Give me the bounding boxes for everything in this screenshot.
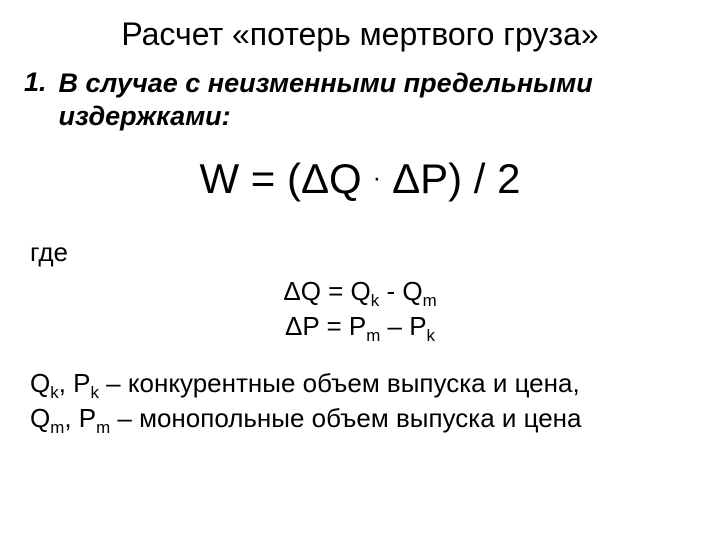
expl1-bs: k bbox=[90, 383, 98, 402]
explanation-1: Qk, Pk – конкурентные объем выпуска и це… bbox=[30, 366, 690, 401]
def-dp-pre: ΔP = P bbox=[285, 311, 366, 341]
def-dq-pre: ΔQ = Q bbox=[283, 276, 370, 306]
list-item-1: 1. В случае с неизменными предельными из… bbox=[30, 67, 690, 133]
expl2-bs: m bbox=[96, 418, 110, 437]
page-title: Расчет «потерь мертвого груза» bbox=[30, 16, 690, 53]
def-dq-mid: - Q bbox=[379, 276, 422, 306]
def-dq: ΔQ = Qk - Qm bbox=[30, 274, 690, 309]
def-dq-sub1: k bbox=[371, 291, 379, 310]
main-formula: W = (ΔQ . ΔP) / 2 bbox=[30, 155, 690, 203]
formula-close: ) / 2 bbox=[448, 155, 520, 202]
explanation-2: Qm, Pm – монопольные объем выпуска и цен… bbox=[30, 401, 690, 436]
formula-W: W bbox=[199, 155, 239, 202]
list-text: В случае с неизменными предельными издер… bbox=[59, 67, 690, 133]
def-dp: ΔP = Pm – Pk bbox=[30, 309, 690, 344]
definitions: ΔQ = Qk - Qm ΔP = Pm – Pk bbox=[30, 274, 690, 344]
def-dq-sub2: m bbox=[423, 291, 437, 310]
expl1-b: , P bbox=[59, 368, 91, 398]
formula-eq: = ( bbox=[239, 155, 301, 202]
formula-dP: ΔP bbox=[380, 155, 448, 202]
expl2-b: , P bbox=[64, 403, 96, 433]
formula-dQ: ΔQ bbox=[301, 155, 373, 202]
expl2-a: Q bbox=[30, 403, 50, 433]
where-label: где bbox=[30, 235, 690, 270]
expl2-rest: – монопольные объем выпуска и цена bbox=[110, 403, 581, 433]
where-block: где ΔQ = Qk - Qm ΔP = Pm – Pk Qk, Pk – к… bbox=[30, 235, 690, 436]
expl1-a: Q bbox=[30, 368, 50, 398]
expl1-as: k bbox=[50, 383, 58, 402]
def-dp-mid: – P bbox=[380, 311, 426, 341]
def-dp-sub1: m bbox=[366, 326, 380, 345]
expl1-rest: – конкурентные объем выпуска и цена, bbox=[99, 368, 580, 398]
list-number: 1. bbox=[24, 67, 47, 98]
def-dp-sub2: k bbox=[427, 326, 435, 345]
expl2-as: m bbox=[50, 418, 64, 437]
